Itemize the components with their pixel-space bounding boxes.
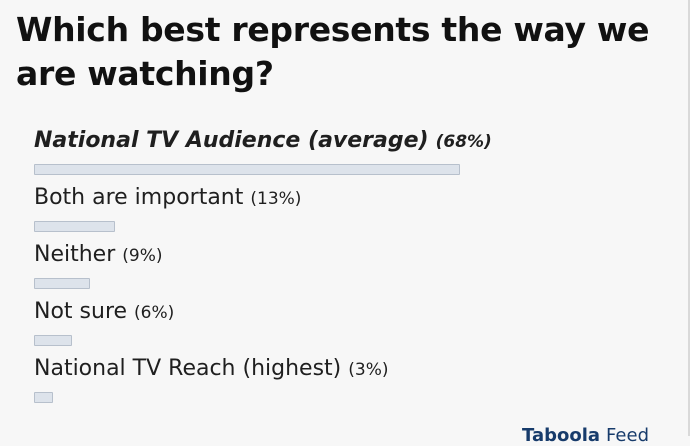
poll-option-percent: (6%) bbox=[134, 303, 175, 323]
poll-option-text: Neither (9%) bbox=[34, 238, 163, 273]
poll-result-bar bbox=[34, 335, 72, 346]
taboola-feed-logo[interactable]: Taboola Feed bbox=[522, 426, 649, 446]
poll-option-label: National TV Audience (average) bbox=[34, 128, 429, 153]
poll-option-text: Both are important (13%) bbox=[34, 181, 301, 216]
poll-option[interactable]: Not sure (6%) bbox=[34, 295, 654, 352]
poll-option-percent: (68%) bbox=[435, 132, 492, 152]
poll-option-percent: (13%) bbox=[250, 189, 302, 209]
poll-option-label: Not sure bbox=[34, 299, 128, 324]
poll-result-bar bbox=[34, 164, 460, 175]
poll-option-label: National TV Reach (highest) bbox=[34, 356, 342, 381]
poll-option-percent: (3%) bbox=[348, 360, 389, 380]
poll-option-text: Not sure (6%) bbox=[34, 295, 174, 330]
poll-question: Which best represents the way we are wat… bbox=[16, 10, 650, 93]
poll-results: National TV Audience (average) (68%) Both… bbox=[34, 124, 654, 409]
poll-result-bar bbox=[34, 392, 53, 403]
poll-result-bar bbox=[34, 221, 115, 232]
poll-option[interactable]: National TV Reach (highest) (3%) bbox=[34, 352, 654, 409]
poll-option-text: National TV Audience (average) (68%) bbox=[34, 124, 492, 159]
poll-option-label: Both are important bbox=[34, 185, 244, 210]
poll-option-label: Neither bbox=[34, 242, 116, 267]
poll-option[interactable]: Both are important (13%) bbox=[34, 181, 654, 238]
page-edge-divider bbox=[688, 0, 690, 436]
poll-option-percent: (9%) bbox=[122, 246, 163, 266]
poll-option-text: National TV Reach (highest) (3%) bbox=[34, 352, 388, 387]
poll-option[interactable]: Neither (9%) bbox=[34, 238, 654, 295]
poll-result-bar bbox=[34, 278, 90, 289]
poll-option[interactable]: National TV Audience (average) (68%) bbox=[34, 124, 654, 181]
